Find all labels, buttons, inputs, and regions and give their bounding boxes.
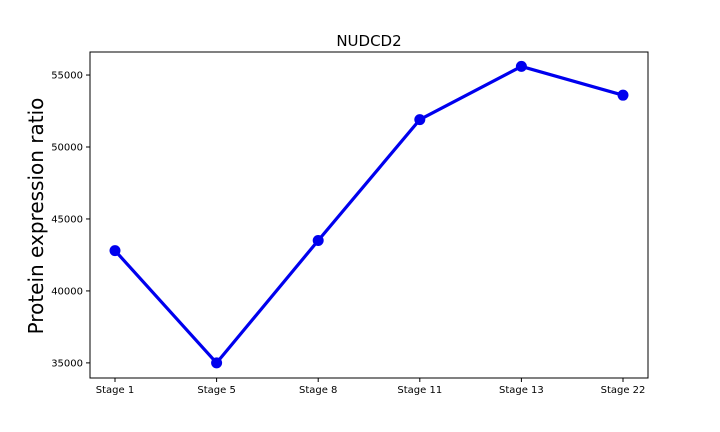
data-point: [109, 245, 121, 257]
x-tick-label: Stage 1: [96, 385, 134, 396]
axis-ticks: Stage 1 Stage 5 Stage 8 Stage 11 Stage 13 Sta…: [51, 71, 645, 396]
chart-title: NUDCD2: [336, 32, 401, 50]
y-tick-label: 50000: [51, 142, 83, 153]
data-point: [617, 89, 629, 101]
x-tick-label: Stage 8: [299, 385, 337, 396]
y-tick-label: 45000: [51, 214, 83, 225]
data-point: [312, 235, 324, 247]
series-layer: [109, 60, 629, 369]
x-tick-label: Stage 5: [197, 385, 235, 396]
x-tick-label: Stage 22: [601, 385, 646, 396]
data-point: [414, 114, 426, 126]
plot-frame: [89, 51, 649, 379]
y-tick-label: 35000: [51, 358, 83, 369]
y-axis-label: Protein expression ratio: [24, 98, 48, 335]
y-tick-label: 55000: [51, 71, 83, 82]
x-tick-label: Stage 13: [499, 385, 544, 396]
data-point: [515, 60, 527, 72]
x-tick-label: Stage 11: [397, 385, 442, 396]
y-tick-label: 40000: [51, 286, 83, 297]
series-line: [113, 64, 625, 365]
data-point: [211, 357, 223, 369]
